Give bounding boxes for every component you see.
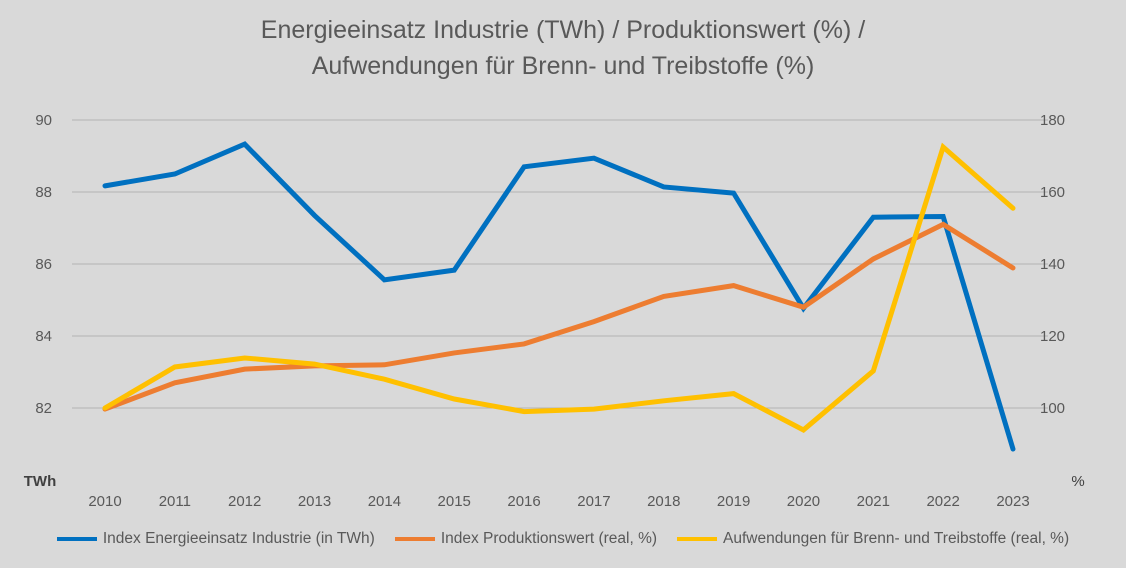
x-tick-label: 2021 bbox=[857, 493, 890, 510]
legend-label: Index Produktionswert (real, %) bbox=[440, 530, 658, 547]
y-left-tick-label: 84 bbox=[35, 328, 52, 345]
legend-swatch-energy bbox=[56, 537, 97, 541]
y-left-axis-label: TWh bbox=[24, 473, 56, 490]
x-tick-label: 2014 bbox=[368, 493, 401, 510]
y-right-tick-label: 100 bbox=[1040, 400, 1065, 417]
legend-item-energy: Index Energieeinsatz Industrie (in TWh) bbox=[56, 530, 375, 548]
x-tick-label: 2016 bbox=[507, 493, 540, 510]
y-left-tick-label: 82 bbox=[35, 400, 52, 417]
y-right-tick-label: 140 bbox=[1040, 256, 1065, 273]
y-right-tick-label: 120 bbox=[1040, 328, 1065, 345]
legend-swatch-fuel bbox=[677, 537, 718, 541]
x-tick-label: 2015 bbox=[438, 493, 471, 510]
series-line-1 bbox=[102, 221, 1016, 412]
x-tick-label: 2022 bbox=[926, 493, 959, 510]
y-right-tick-label: 160 bbox=[1040, 184, 1065, 201]
x-tick-label: 2020 bbox=[787, 493, 820, 510]
y-left-tick-label: 88 bbox=[35, 184, 52, 201]
x-tick-label: 2023 bbox=[996, 493, 1029, 510]
y-right-axis-label: % bbox=[1071, 473, 1084, 490]
legend-swatch-production bbox=[394, 537, 435, 541]
legend-item-fuel: Aufwendungen für Brenn- und Treibstoffe … bbox=[677, 530, 1069, 548]
legend-item-production: Index Produktionswert (real, %) bbox=[394, 530, 658, 548]
legend-label: Index Energieeinsatz Industrie (in TWh) bbox=[102, 530, 375, 547]
legend: Index Energieeinsatz Industrie (in TWh) … bbox=[0, 530, 1126, 548]
chart-title-line-2: Aufwendungen für Brenn- und Treibstoffe … bbox=[311, 52, 815, 80]
x-tick-label: 2018 bbox=[647, 493, 680, 510]
y-right-tick-label: 180 bbox=[1040, 112, 1065, 129]
chart-title-line-1: Energieeinsatz Industrie (TWh) / Produkt… bbox=[260, 16, 866, 44]
legend-label: Aufwendungen für Brenn- und Treibstoffe … bbox=[723, 530, 1070, 547]
y-left-tick-label: 86 bbox=[35, 256, 52, 273]
x-tick-label: 2011 bbox=[159, 493, 191, 510]
x-tick-label: 2013 bbox=[298, 493, 331, 510]
series-line-0 bbox=[102, 141, 1016, 452]
x-tick-label: 2012 bbox=[228, 493, 261, 510]
x-tick-label: 2019 bbox=[717, 493, 750, 510]
y-left-tick-label: 90 bbox=[35, 112, 52, 129]
x-tick-label: 2017 bbox=[577, 493, 610, 510]
series-line-2 bbox=[102, 142, 1016, 433]
x-tick-label: 2010 bbox=[88, 493, 121, 510]
